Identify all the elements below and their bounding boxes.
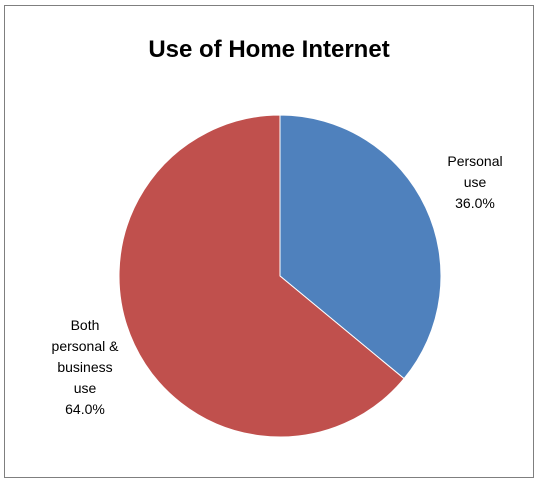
pie-slice-label-line: business [57, 359, 112, 375]
pie-slice [279, 114, 442, 380]
pie-slice-label-line: 64.0% [65, 401, 105, 417]
pie-slice-label-line: use [74, 380, 97, 396]
pie-slices [118, 114, 442, 438]
chart-title: Use of Home Internet [148, 36, 390, 63]
pie-slice-label-line: Both [71, 317, 100, 333]
pie-slice-label-line: Personal [447, 153, 502, 169]
pie-slice-label: Personal use 36.0% [447, 153, 502, 211]
pie-slice-label-line: 36.0% [455, 195, 495, 211]
pie-slice-label-line: use [464, 174, 487, 190]
pie-slice-label-line: personal & [52, 338, 120, 354]
pie-labels: Personal use 36.0% Both personal & business us… [52, 153, 503, 417]
pie-slice [118, 114, 405, 438]
pie-slice-label: Both personal & business use 64.0% [52, 317, 120, 417]
